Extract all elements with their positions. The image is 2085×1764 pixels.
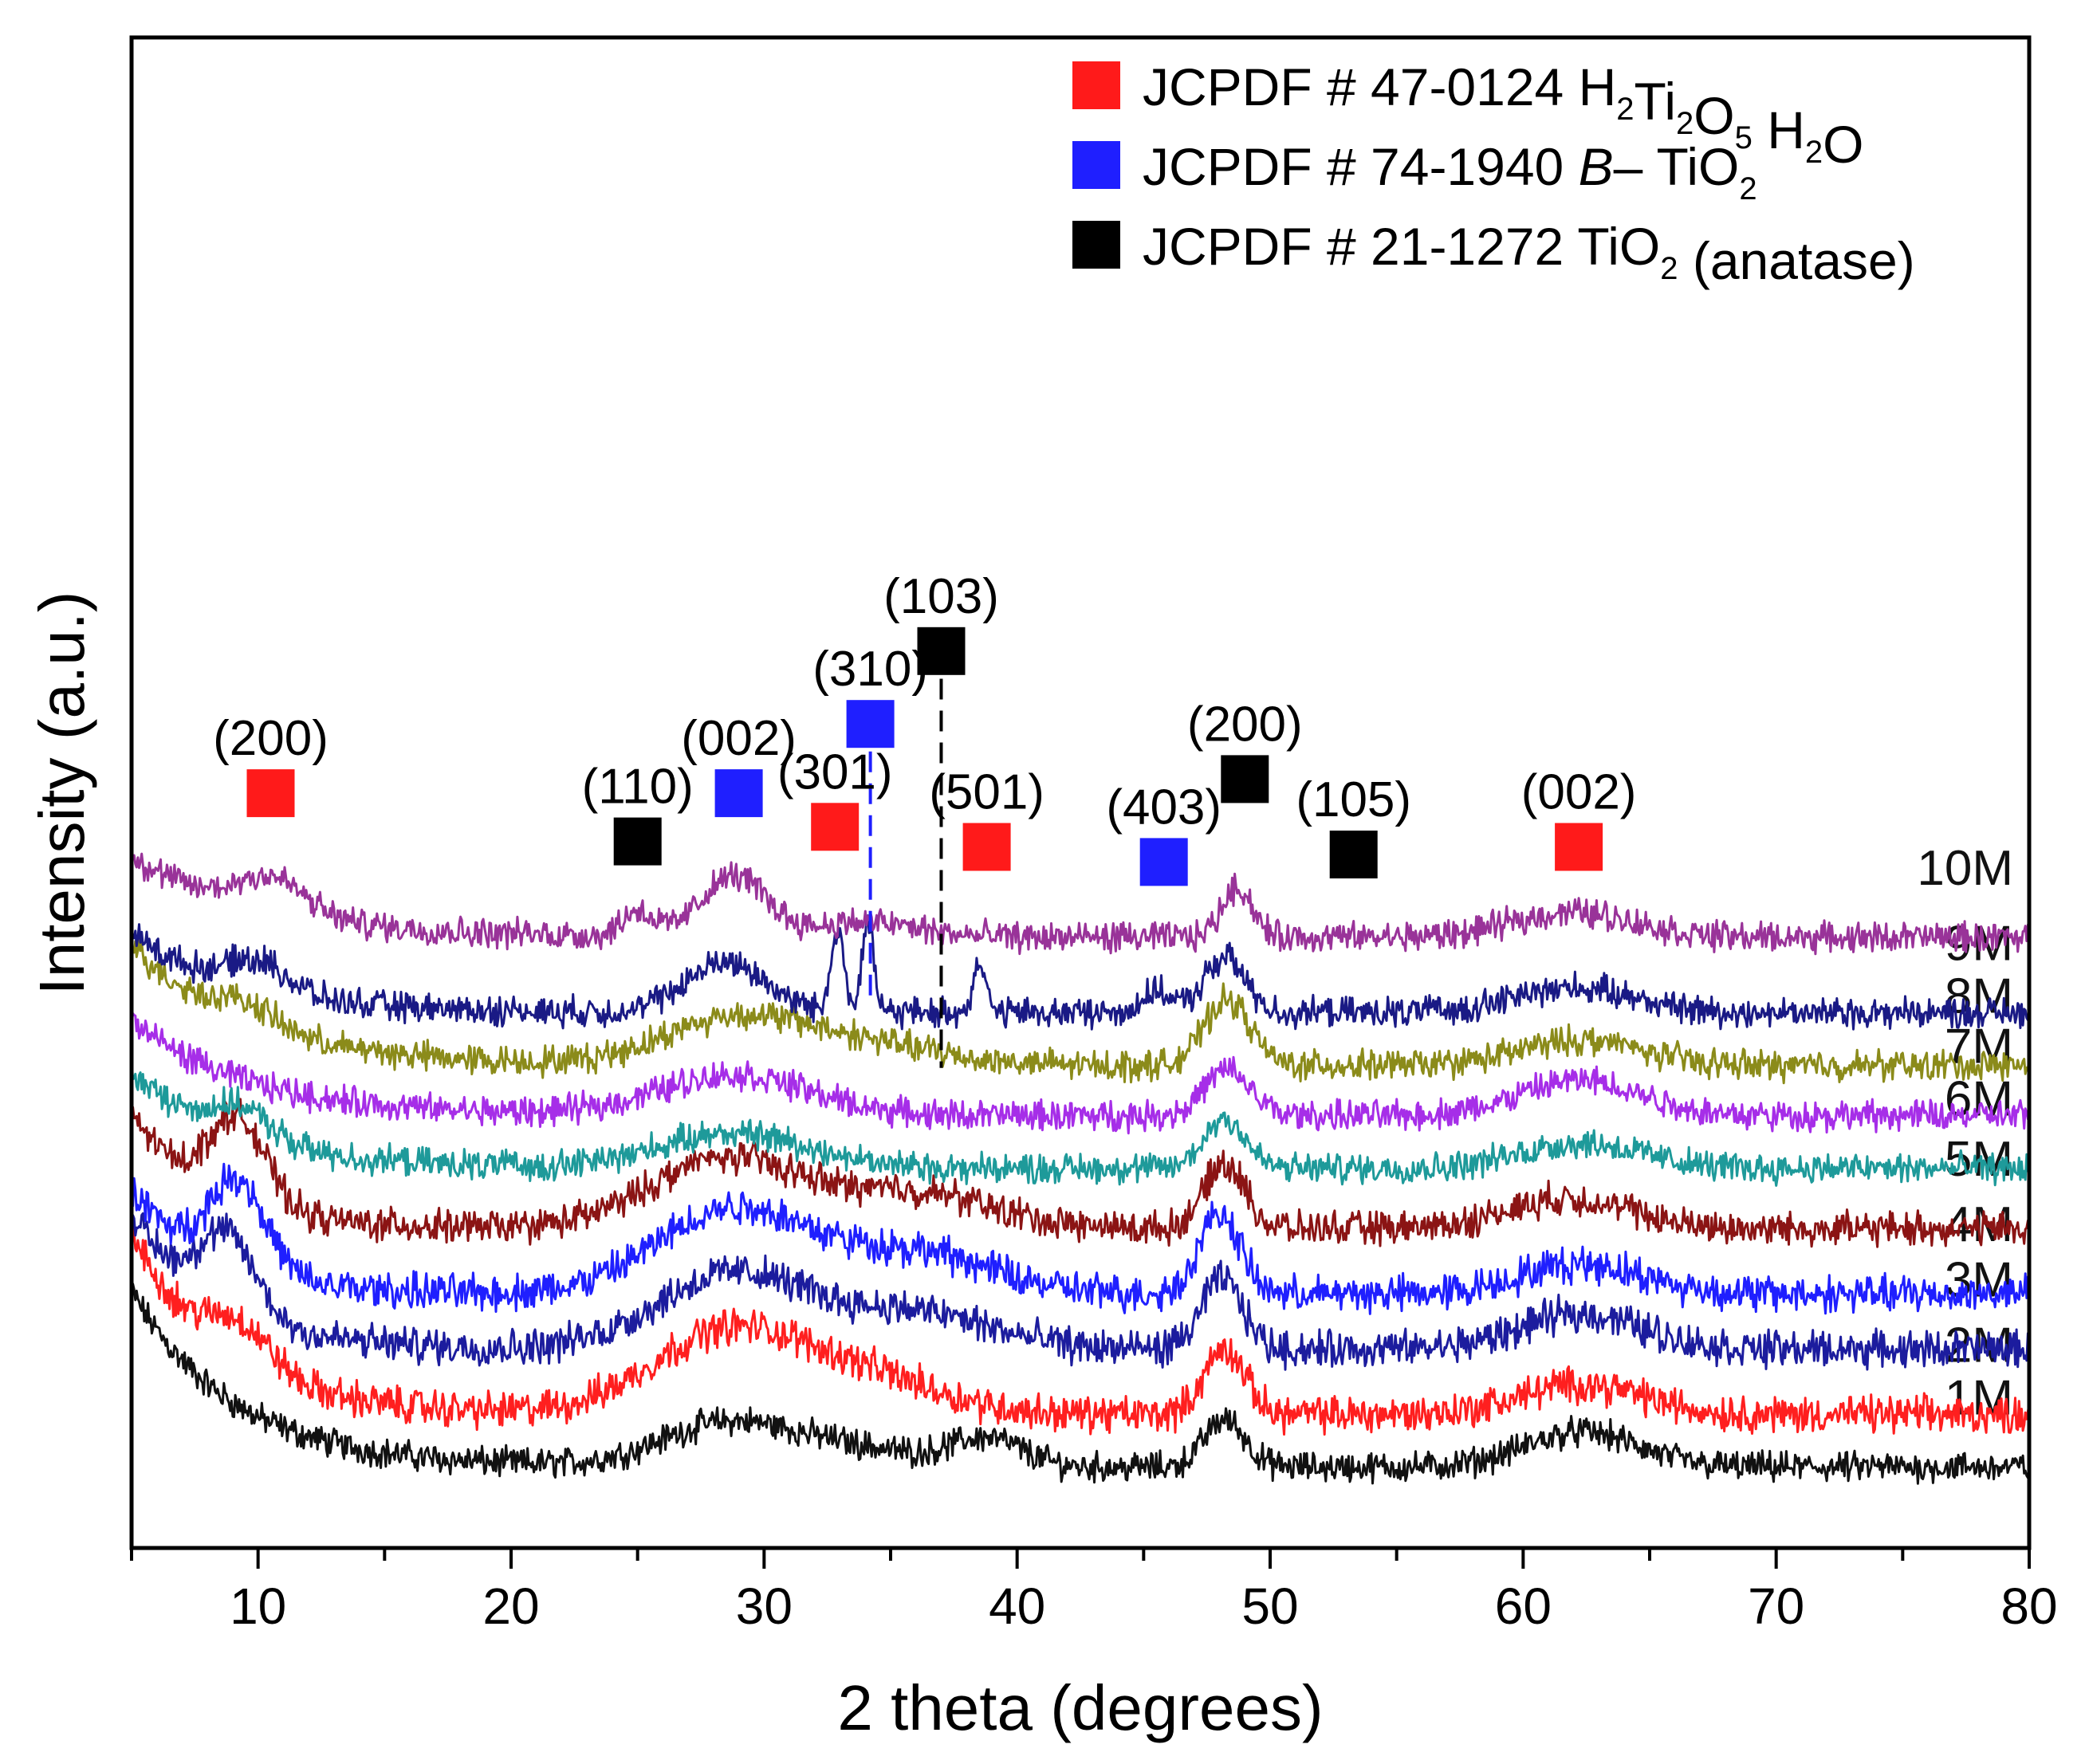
- peak-marker-2: [714, 769, 763, 818]
- legend-marker-2: [1072, 221, 1120, 269]
- x-tick-label-50: 50: [1241, 1577, 1298, 1635]
- plot-frame: [129, 35, 2032, 1550]
- series-3M-line: [130, 1212, 2031, 1371]
- peak-marker-0: [246, 769, 295, 818]
- peak-label-2: (002): [681, 711, 797, 766]
- peak-marker-4: [846, 700, 895, 748]
- x-tick-label-30: 30: [736, 1577, 793, 1635]
- peak-label-10: (002): [1521, 765, 1637, 820]
- y-axis-title: Intensity (a.u.): [26, 591, 97, 996]
- peak-marker-10: [1555, 823, 1603, 871]
- peak-label-7: (403): [1106, 780, 1221, 835]
- x-tick-label-80: 80: [2000, 1577, 2057, 1635]
- legend-entry-0: JCPDF # 47-0124 H2Ti2O5 H2O: [1143, 57, 1863, 174]
- legend-marker-0: [1072, 61, 1120, 109]
- x-tick-label-40: 40: [989, 1577, 1045, 1635]
- peak-marker-3: [811, 803, 860, 851]
- peak-label-0: (200): [213, 711, 328, 766]
- series-7M-line: [130, 1012, 2031, 1135]
- series-label-10M: 10M: [1917, 841, 2013, 896]
- series-2M-line: [130, 1216, 2031, 1436]
- legend-marker-1: [1072, 141, 1120, 189]
- axes: 10 20 30 40 50 60 70 80: [129, 35, 2058, 1635]
- series-1M-line: [130, 1283, 2031, 1485]
- peak-marker-8: [1221, 755, 1269, 803]
- peak-label-4: (310): [812, 642, 928, 697]
- series-6M-line: [130, 1059, 2031, 1187]
- series-5M-line: [130, 1098, 2031, 1248]
- peak-label-1: (110): [582, 760, 694, 815]
- legend-entry-2: JCPDF # 21-1272 TiO2 (anatase): [1143, 217, 1915, 290]
- peak-marker-9: [1329, 831, 1378, 878]
- series-10M-line: [130, 852, 2031, 956]
- peak-label-6: (501): [929, 765, 1044, 820]
- peak-marker-7: [1139, 838, 1188, 886]
- series-4M-line: [130, 1162, 2031, 1315]
- peak-marker-6: [962, 823, 1011, 871]
- peak-marker-layer: (200)(110)(002)(301)(310)(103)(501) (403)…: [213, 569, 1636, 1068]
- peak-marker-5: [917, 627, 966, 675]
- peak-label-9: (105): [1296, 772, 1411, 827]
- series-8M-line: [130, 937, 2031, 1085]
- legend-entry-1: JCPDF # 74-1940 B– TiO2: [1143, 137, 1757, 206]
- x-tick-label-10: 10: [230, 1577, 286, 1635]
- x-axis-title: 2 theta (degrees): [837, 1672, 1323, 1743]
- x-tick-label-60: 60: [1495, 1577, 1552, 1635]
- x-tick-label-70: 70: [1748, 1577, 1804, 1635]
- x-tick-label-20: 20: [482, 1577, 539, 1635]
- peak-label-5: (103): [883, 569, 999, 624]
- peak-label-8: (200): [1187, 697, 1303, 752]
- peak-label-3: (301): [777, 744, 893, 799]
- peak-marker-1: [613, 817, 662, 866]
- series-9M-line: [130, 914, 2030, 1031]
